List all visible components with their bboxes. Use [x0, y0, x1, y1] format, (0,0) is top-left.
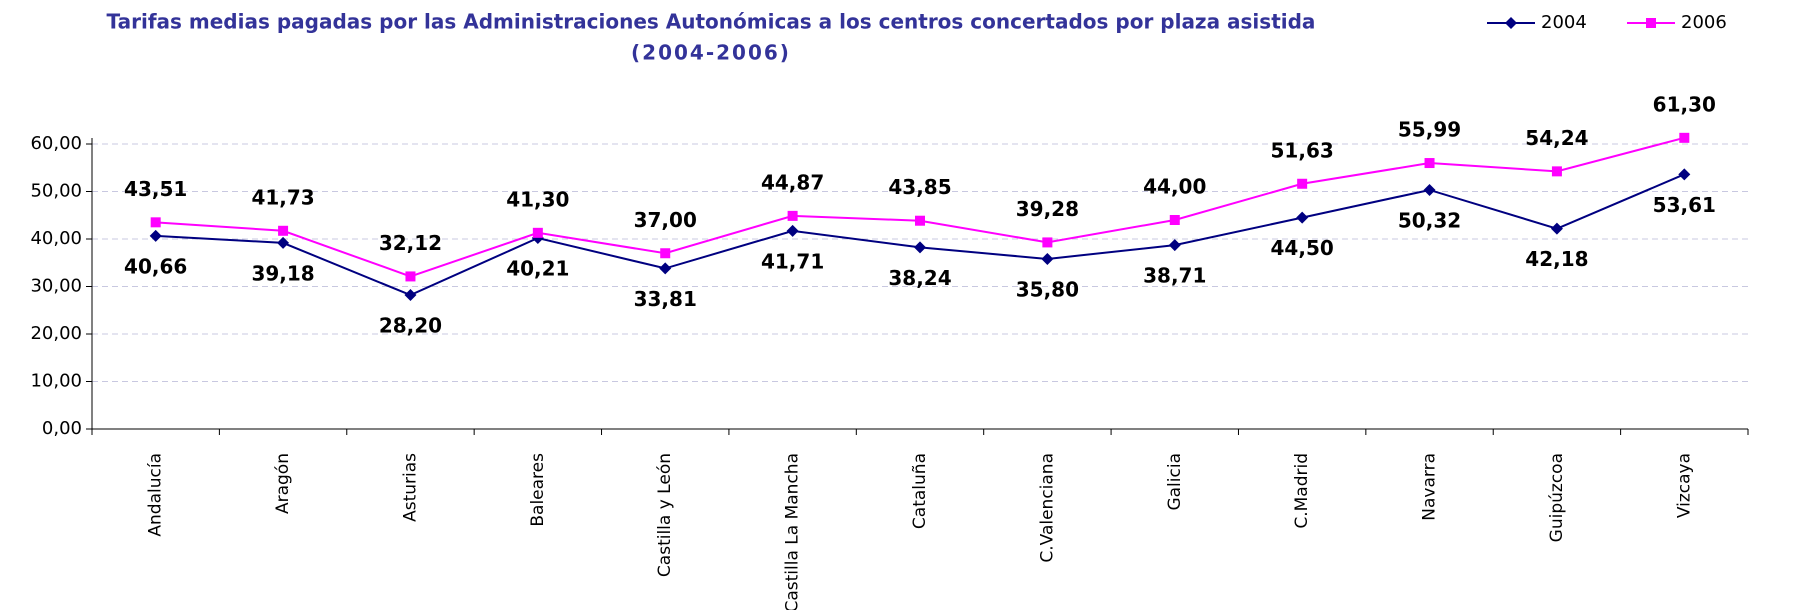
marker — [1041, 252, 1054, 265]
marker — [1042, 237, 1053, 248]
data-label: 28,20 — [379, 314, 442, 338]
data-label: 44,50 — [1271, 236, 1334, 260]
marker — [1678, 168, 1691, 181]
x-tick-label: Castilla La Mancha — [783, 453, 803, 610]
x-tick-label: Navarra — [1420, 453, 1440, 521]
data-label: 54,24 — [1525, 126, 1588, 150]
data-label: 43,85 — [888, 175, 951, 199]
data-label: 37,00 — [634, 208, 697, 232]
chart-title: Tarifas medias pagadas por las Administr… — [107, 10, 1316, 34]
marker — [1551, 166, 1562, 177]
marker — [660, 248, 671, 259]
data-label: 55,99 — [1398, 118, 1461, 142]
marker — [659, 262, 672, 275]
marker — [786, 224, 799, 237]
x-tick-label: Cataluña — [910, 453, 930, 529]
marker — [278, 225, 289, 236]
legend-marker — [1505, 17, 1517, 29]
data-label: 38,71 — [1143, 264, 1206, 288]
marker — [149, 229, 162, 242]
x-tick-label: Guipúzcoa — [1547, 453, 1567, 542]
marker — [404, 289, 417, 302]
data-label: 39,18 — [251, 261, 314, 285]
data-label: 40,21 — [506, 257, 569, 281]
data-label: 33,81 — [634, 287, 697, 311]
x-tick-label: C.Madrid — [1292, 453, 1312, 529]
legend-label: 2006 — [1681, 12, 1727, 33]
marker — [277, 236, 290, 249]
data-label: 32,12 — [379, 231, 442, 255]
marker — [914, 241, 926, 254]
y-tick-label: 50,00 — [30, 181, 82, 202]
x-tick-label: Baleares — [528, 453, 548, 527]
data-label: 41,30 — [506, 187, 569, 211]
data-label: 53,61 — [1653, 193, 1716, 217]
marker — [532, 227, 543, 238]
data-label: 43,51 — [124, 177, 187, 201]
data-label: 50,32 — [1398, 208, 1461, 232]
marker — [1168, 239, 1181, 252]
marker — [1296, 211, 1309, 224]
y-tick-label: 60,00 — [30, 133, 82, 154]
x-tick-label: Asturias — [400, 453, 420, 522]
data-label: 42,18 — [1525, 247, 1588, 271]
data-label: 39,28 — [1016, 197, 1079, 221]
marker — [1297, 178, 1308, 189]
data-label: 44,87 — [761, 170, 824, 194]
data-label: 41,71 — [761, 249, 824, 273]
data-label: 41,73 — [251, 185, 314, 209]
marker — [1423, 183, 1436, 196]
y-tick-label: 40,00 — [30, 228, 82, 249]
legend-label: 2004 — [1541, 12, 1587, 33]
marker — [1550, 222, 1563, 235]
data-label: 38,24 — [888, 266, 951, 290]
x-tick-label: Aragón — [273, 453, 293, 514]
y-tick-label: 10,00 — [30, 371, 82, 392]
marker — [1424, 158, 1435, 169]
x-tick-label: C.Valenciana — [1037, 453, 1057, 563]
marker — [787, 210, 798, 221]
data-label: 35,80 — [1016, 277, 1079, 301]
data-label: 40,66 — [124, 254, 187, 278]
x-tick-label: Galicia — [1165, 453, 1185, 511]
data-label: 44,00 — [1143, 175, 1206, 199]
marker — [1679, 132, 1690, 143]
series-line — [155, 136, 1685, 278]
legend-marker — [1646, 18, 1656, 28]
marker — [1169, 215, 1180, 225]
marker — [915, 215, 925, 226]
data-label: 51,63 — [1271, 138, 1334, 162]
data-label: 61,30 — [1653, 92, 1716, 116]
x-tick-label: Castilla y León — [655, 453, 675, 577]
x-tick-label: Vizcaya — [1674, 453, 1694, 518]
y-tick-label: 0,00 — [42, 418, 82, 439]
x-tick-label: Andalucía — [146, 453, 166, 537]
chart-title: (2004-2006) — [631, 41, 791, 65]
y-tick-label: 20,00 — [30, 323, 82, 344]
y-tick-label: 30,00 — [30, 276, 82, 297]
marker — [405, 271, 416, 282]
marker — [150, 217, 161, 228]
